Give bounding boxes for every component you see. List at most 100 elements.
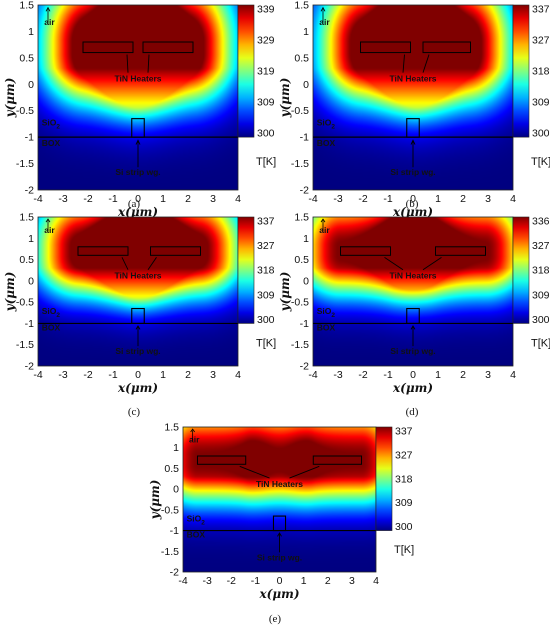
y-tick-label: -1.5 <box>16 339 34 351</box>
label-sio2-subscript: 2 <box>331 312 335 319</box>
x-tick-label: -1 <box>108 369 117 381</box>
panel-caption: (e) <box>269 613 282 625</box>
label-si-strip-wg: Si strip wg. <box>390 346 435 356</box>
panel-a: air SiO2 BOX TiN Heaters Si strip wg. -4 -3 -2 -… <box>3 0 276 219</box>
label-tin-heaters: TiN Heaters <box>256 479 303 489</box>
heater-2 <box>422 41 471 54</box>
x-tick-label: 4 <box>235 369 241 381</box>
x-tick-label: 1 <box>160 369 166 381</box>
x-tick-label: 2 <box>185 193 191 205</box>
x-tick-label: -3 <box>333 193 342 205</box>
x-tick-label: -3 <box>58 369 67 381</box>
colorbar-tick-label: 319 <box>257 66 275 78</box>
colorbar-unit: T[K] <box>256 338 276 350</box>
label-si-strip-wg: Si strip wg. <box>115 346 160 356</box>
colorbar-tick-label: 337 <box>532 4 550 16</box>
air-arrow-head <box>190 428 195 433</box>
label-sio2-subscript: 2 <box>56 312 60 319</box>
label-sio2: SiO2 <box>187 513 206 526</box>
x-tick-label: 4 <box>373 575 379 587</box>
heater-1 <box>360 41 411 54</box>
air-arrow-head <box>320 218 326 223</box>
heater-1 <box>77 246 129 256</box>
x-tick-label: 3 <box>210 369 216 381</box>
heater-arrow <box>422 54 430 73</box>
x-tick-label: 2 <box>325 575 331 587</box>
colorbar-tick-label: 309 <box>257 97 275 109</box>
heater-2 <box>312 455 363 465</box>
colorbar-tick-label: 337 <box>257 216 275 228</box>
x-tick-label: 3 <box>349 575 355 587</box>
label-sio2: SiO2 <box>317 306 336 319</box>
label-tin-heaters: TiN Heaters <box>114 271 161 281</box>
label-tin-heaters: TiN Heaters <box>114 74 161 84</box>
y-tick-label: -1.5 <box>291 158 309 170</box>
y-axis-label: y(μm) <box>278 78 292 119</box>
y-tick-label: 0 <box>303 79 309 91</box>
air-arrow-head <box>320 6 326 12</box>
x-tick-label: -1 <box>108 193 117 205</box>
label-sio2-subscript: 2 <box>56 124 60 131</box>
heater-arrow <box>289 465 320 479</box>
x-tick-label: -3 <box>58 193 67 205</box>
wg-arrow-head <box>410 325 416 330</box>
y-axis-label: y(μm) <box>3 272 17 313</box>
x-tick-label: 3 <box>485 369 491 381</box>
x-tick-label: 0 <box>135 193 141 205</box>
x-axis-label: x(μm) <box>259 587 300 601</box>
y-tick-label: -0.5 <box>291 105 309 117</box>
colorbar <box>237 4 255 138</box>
label-si-strip-wg: Si strip wg. <box>390 167 435 177</box>
x-tick-label: -2 <box>227 575 236 587</box>
panel-e: air SiO2 BOX TiN Heaters Si strip wg. -4 -3 -2 -… <box>148 422 414 626</box>
y-tick-label: -1 <box>300 132 309 144</box>
colorbar-unit: T[K] <box>256 156 276 168</box>
x-tick-label: -2 <box>83 193 92 205</box>
y-tick-label: 1 <box>303 233 309 245</box>
x-tick-label: 4 <box>235 193 241 205</box>
label-air: air <box>44 17 55 27</box>
waveguide <box>272 515 287 532</box>
heater-arrow <box>147 257 157 270</box>
x-tick-label: 1 <box>160 193 166 205</box>
colorbar-tick-label: 318 <box>257 265 275 277</box>
heater-1 <box>196 455 247 465</box>
y-tick-label: 1 <box>303 26 309 38</box>
label-tin-heaters: TiN Heaters <box>389 74 436 84</box>
y-tick-label: -1 <box>25 132 34 144</box>
y-tick-label: 0 <box>303 275 309 287</box>
panel-caption: (c) <box>128 406 141 418</box>
colorbar-tick-label: 327 <box>532 35 550 47</box>
y-tick-label: -1 <box>170 525 179 537</box>
panel-c: air SiO2 BOX TiN Heaters Si strip wg. -4 -3 -2 -… <box>3 212 276 419</box>
label-box: BOX <box>42 138 61 148</box>
panel-d: air SiO2 BOX TiN Heaters Si strip wg. -4 -3 -2 -… <box>278 212 550 419</box>
y-tick-label: -2 <box>300 361 309 373</box>
y-tick-label: -2 <box>25 361 34 373</box>
x-tick-label: -2 <box>358 193 367 205</box>
y-tick-label: 0.5 <box>294 254 309 266</box>
colorbar <box>237 216 255 324</box>
x-tick-label: 4 <box>510 369 516 381</box>
air-arrow-head <box>45 6 51 12</box>
y-tick-label: 0 <box>28 275 34 287</box>
x-tick-label: -4 <box>308 369 317 381</box>
x-tick-label: -1 <box>383 369 392 381</box>
x-tick-label: 4 <box>510 193 516 205</box>
label-box: BOX <box>42 323 61 333</box>
colorbar <box>512 4 530 138</box>
y-axis-label: y(μm) <box>148 480 162 521</box>
y-tick-label: 1.5 <box>294 212 309 224</box>
heater-2 <box>142 41 194 54</box>
panel-caption: (a) <box>128 198 141 210</box>
heater-arrow <box>126 54 129 73</box>
y-tick-label: -0.5 <box>16 297 34 309</box>
x-axis-label: x(μm) <box>117 381 158 395</box>
y-tick-label: 1 <box>28 26 34 38</box>
colorbar-unit: T[K] <box>531 156 550 168</box>
y-tick-label: 1.5 <box>294 0 309 12</box>
x-tick-label: 0 <box>135 369 141 381</box>
x-tick-label: 1 <box>435 193 441 205</box>
air-arrow-head <box>45 218 51 223</box>
